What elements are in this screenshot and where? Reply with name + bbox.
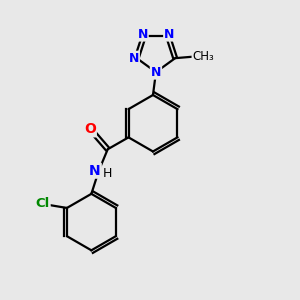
Text: CH₃: CH₃ [193, 50, 214, 63]
Text: N: N [89, 164, 101, 178]
Text: N: N [164, 28, 175, 40]
Text: Cl: Cl [35, 197, 50, 210]
Text: N: N [151, 66, 161, 79]
Text: N: N [137, 28, 148, 40]
Text: H: H [102, 167, 112, 180]
Text: N: N [129, 52, 139, 65]
Text: O: O [84, 122, 96, 136]
